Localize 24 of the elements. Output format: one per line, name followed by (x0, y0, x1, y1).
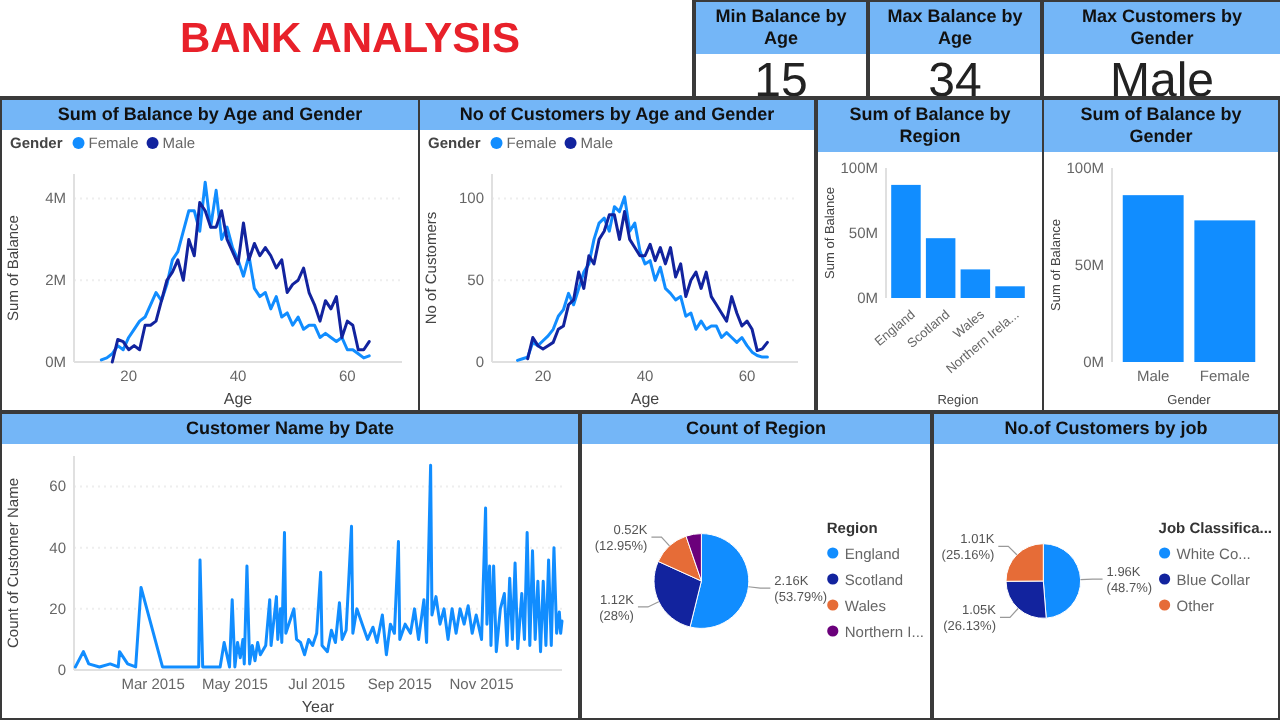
x-axis-title: Year (301, 698, 335, 716)
text: BANK ANALYSIS (178, 14, 522, 64)
text: Max Balance by Age (870, 2, 1040, 54)
text: 34 (926, 54, 984, 100)
chart-title: Sum of Balance by Age and Gender (2, 100, 418, 130)
chart-title: No.of Customers by job (934, 414, 1278, 444)
x-axis-title: Age (630, 390, 661, 408)
chart-title: No of Customers by Age and Gender (420, 100, 814, 130)
line-series (99, 180, 371, 362)
text: Male (1107, 54, 1217, 100)
line-series (110, 201, 371, 364)
bar (960, 269, 991, 298)
text: Min Balance by Age (696, 2, 866, 54)
bar (891, 184, 921, 298)
chart-title: Customer Name by Date (2, 414, 578, 444)
text: 15 (754, 54, 808, 100)
bar (925, 238, 956, 298)
chart-title: Sum of Balance by Gender (1044, 100, 1278, 152)
line-series (73, 463, 564, 669)
chart-title: Sum of Balance by Region (818, 100, 1042, 152)
text: Max Customers by Gender (1044, 2, 1280, 54)
x-axis-title: Age (223, 390, 254, 408)
chart-title: Count of Region (582, 414, 930, 444)
bar (995, 286, 1025, 298)
